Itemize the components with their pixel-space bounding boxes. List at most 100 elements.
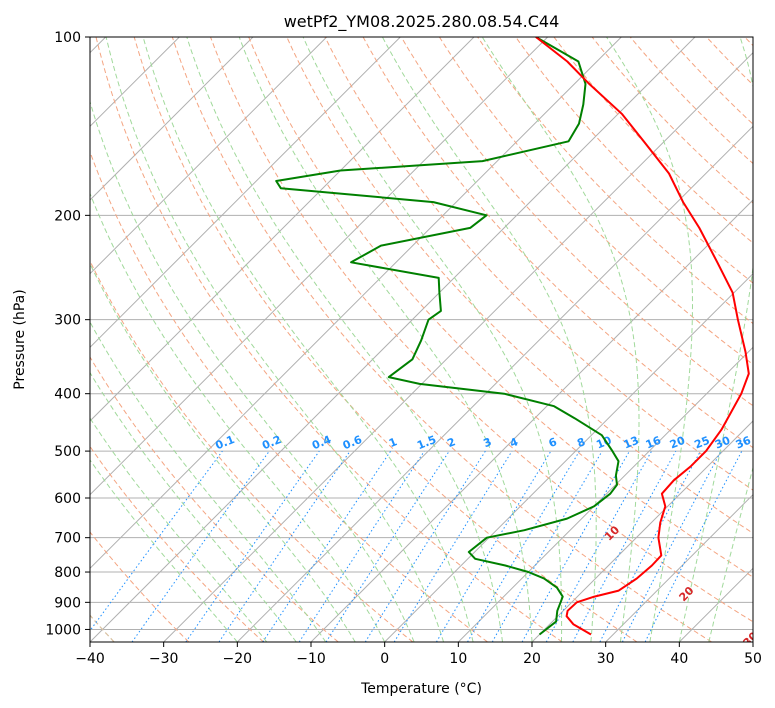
mixing-ratio-lines: [90, 450, 743, 642]
isotherm-line: [236, 125, 753, 642]
dry-adiabat-line: [362, 37, 753, 449]
isotherm-line: [678, 567, 753, 642]
y-tick-label: 400: [54, 387, 81, 403]
isotherm-line: [90, 37, 622, 570]
moist-adiabat-label: 20: [677, 584, 697, 604]
mixing-ratio-label: 2: [445, 435, 457, 450]
mixing-ratio-line: [599, 450, 701, 642]
moist-adiabat-line: [105, 37, 445, 642]
dry-adiabat-line: [706, 37, 753, 86]
mixing-ratio-label: 30: [713, 434, 732, 452]
skewed-isotherms: [90, 37, 753, 642]
moist-adiabats: [90, 37, 753, 642]
dry-adiabat-line: [90, 356, 339, 642]
mixing-ratio-label: 0.2: [260, 433, 283, 452]
mixing-ratio-line: [644, 450, 743, 642]
isotherm-line: [457, 346, 753, 642]
isobar-gridlines: [90, 37, 753, 630]
x-tick-label: 40: [670, 651, 688, 667]
x-tick-label: 50: [744, 651, 762, 667]
moist-adiabat-line: [90, 321, 327, 642]
plot-frame: [89, 36, 754, 643]
moist-adiabat-line: [708, 465, 753, 642]
dry-adiabat-line: [248, 37, 753, 578]
y-axis: 100 200 300 400 500 600 700 800 900 1000: [45, 30, 90, 638]
y-tick-label: 100: [54, 30, 81, 46]
moist-adiabat-line: [90, 417, 268, 642]
mixing-ratio-line: [521, 450, 630, 642]
moist-adiabat-line: [90, 192, 386, 642]
dewpoint-profile-line: [275, 37, 620, 636]
dry-adiabat-line: [210, 37, 753, 623]
plot-area: 0.1 0.2 0.4 0.6 1 1.5 2 3 4 6 8 10 13 16 20 25 30 3610203…: [90, 37, 761, 649]
dry-adiabat-line: [90, 531, 190, 642]
y-tick-label: 600: [54, 491, 81, 507]
mixing-ratio-label: 0.6: [341, 433, 364, 452]
mixing-ratio-label: 4: [508, 435, 520, 450]
dry-adiabat-line: [95, 37, 563, 642]
mixing-ratio-line: [545, 450, 653, 642]
mixing-ratio-line: [131, 450, 270, 642]
x-axis-title: Temperature (°C): [360, 681, 482, 697]
isotherm-line: [384, 272, 753, 642]
x-tick-label: −10: [296, 651, 326, 667]
x-tick-label: −30: [149, 651, 179, 667]
mixing-ratio-line: [185, 450, 320, 642]
mixing-ratio-line: [90, 450, 223, 632]
moist-adiabat-label: 10: [602, 523, 622, 543]
dry-adiabat-line: [744, 37, 753, 47]
isotherm-line: [90, 37, 328, 275]
mixing-ratio-label: 0.1: [214, 433, 237, 452]
adiabat-labels: 0.1 0.2 0.4 0.6 1 1.5 2 3 4 6 8 10 13 16 20 25 30 3610203…: [214, 433, 761, 649]
isotherm-line: [90, 37, 475, 422]
moist-adiabat-label: 30: [741, 629, 761, 649]
isotherm-line: [90, 37, 254, 201]
chart-title: wetPf2_YM08.2025.280.08.54.C44: [284, 12, 560, 32]
x-tick-label: 20: [523, 651, 541, 667]
moist-adiabat-line: [90, 262, 356, 642]
y-tick-label: 1000: [45, 622, 81, 638]
dry-adiabat-line: [133, 37, 638, 642]
isotherm-line: [163, 51, 753, 642]
dry-adiabat-line: [171, 37, 712, 642]
dry-adiabat-line: [90, 150, 488, 642]
moist-adiabat-line: [606, 37, 693, 642]
x-tick-label: 10: [449, 651, 467, 667]
y-tick-label: 200: [54, 208, 81, 224]
mixing-ratio-line: [298, 450, 425, 642]
x-axis: −40 −30 −20 −10 0 10 20 30 40 50: [75, 642, 762, 667]
moist-adiabat-line: [90, 459, 238, 642]
moist-adiabat-line: [302, 37, 563, 642]
dry-adiabat-line: [515, 37, 753, 284]
mixing-ratio-line: [325, 450, 450, 642]
dry-adiabat-line: [591, 37, 753, 204]
dry-adiabat-line: [668, 37, 753, 125]
mixing-ratio-label: 13: [622, 434, 641, 452]
y-tick-label: 500: [54, 444, 81, 460]
mixing-ratio-label: 8: [575, 435, 587, 450]
dry-adiabat-line: [324, 37, 753, 491]
moist-adiabat-line: [142, 37, 474, 642]
dry-adiabat-line: [90, 445, 264, 642]
mixing-ratio-label: 1: [387, 435, 399, 450]
moist-adiabat-line: [90, 99, 415, 642]
y-tick-label: 300: [54, 313, 81, 329]
dry-adiabats: [90, 37, 753, 642]
y-tick-label: 800: [54, 565, 81, 581]
isotherm-line: [605, 493, 753, 642]
y-tick-label: 700: [54, 531, 81, 547]
mixing-ratio-label: 0.4: [310, 433, 333, 452]
dry-adiabat-line: [438, 37, 753, 366]
dry-adiabat-line: [90, 259, 414, 642]
x-tick-label: 0: [380, 651, 389, 667]
mixing-ratio-label: 3: [481, 435, 493, 450]
mixing-ratio-line: [467, 450, 580, 642]
mixing-ratio-label: 16: [644, 434, 663, 452]
dry-adiabat-line: [400, 37, 753, 407]
mixing-ratio-line: [393, 450, 513, 642]
y-tick-label: 900: [54, 595, 81, 611]
isotherm-line: [90, 37, 549, 496]
y-axis-title: Pressure (hPa): [12, 289, 28, 389]
isotherm-line: [90, 37, 401, 349]
